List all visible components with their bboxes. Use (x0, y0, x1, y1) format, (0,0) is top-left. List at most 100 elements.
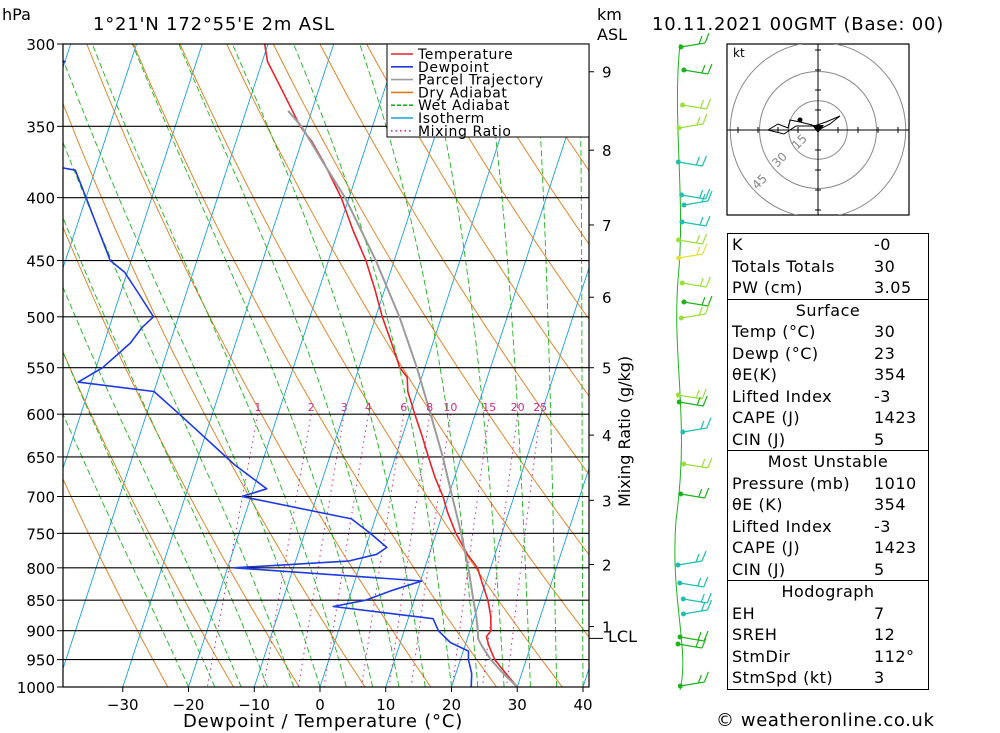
wind-barb-flag (704, 487, 710, 499)
wind-barb-flag (702, 113, 708, 125)
height-tick-label: 6 (602, 289, 612, 307)
wet-adiabat-line (424, 44, 505, 687)
index-section-title-text: Hodograph (728, 580, 928, 603)
mixing-ratio-label: 4 (365, 401, 372, 414)
mixing-ratio-label: 8 (426, 401, 433, 414)
mixing-ratio-label: 6 (400, 401, 407, 414)
dry-adiabat-line (63, 225, 300, 687)
index-value: 1423 (874, 538, 917, 558)
index-row: CIN (J) 5 (728, 429, 928, 451)
legend-entry: Dewpoint (418, 60, 489, 76)
wind-barb-flag (695, 156, 700, 166)
temperature-tick-label: −20 (173, 696, 205, 714)
mixing-ratio-label: 2 (308, 401, 315, 414)
wind-barb-flag (701, 64, 706, 74)
wind-barb-flag (699, 189, 704, 199)
wind-barb-shaft (683, 200, 709, 206)
wind-barb-shaft (680, 493, 705, 499)
height-unit-asl: ASL (597, 25, 627, 44)
wind-barb-flag (696, 246, 701, 256)
mixing-ratio-label: 3 (341, 401, 348, 414)
index-section-title: Hodograph (728, 580, 928, 603)
index-row: Dewp (°C) 23 (728, 343, 928, 365)
wind-barb-flag (695, 234, 701, 244)
wind-barb-flag (695, 389, 700, 399)
wind-barb-flag (704, 303, 710, 315)
index-label: StmDir (732, 646, 791, 666)
isotherm-line (0, 7, 17, 713)
axes: 1 2 3 4 6 8 10 15 20 2530035040045050055060065070… (17, 36, 612, 714)
pressure-tick-label: 1000 (17, 679, 55, 697)
pressure-tick-label: 350 (26, 118, 55, 136)
index-row: StmDir 112° (728, 646, 928, 668)
wind-barb-shaft (681, 221, 707, 227)
wind-barb-shaft (683, 69, 708, 75)
height-tick-label: 2 (602, 556, 612, 574)
wind-barb-flag (697, 631, 702, 641)
index-label: CIN (J) (732, 429, 786, 449)
index-value: -3 (874, 516, 891, 536)
index-row: θE (K) 354 (728, 494, 928, 516)
indices-table: K -0 Totals Totals 30 PW (cm) 3.05 Surface Temp… (727, 233, 929, 690)
wind-barb-flag (705, 98, 712, 110)
height-tick-label: 8 (602, 142, 612, 160)
isotherm-line (63, 44, 137, 270)
pressure-tick-label: 900 (26, 623, 55, 641)
height-tick-label: 3 (602, 492, 612, 510)
pressure-tick-label: 300 (26, 36, 55, 54)
height-tick-label: 4 (602, 427, 612, 445)
index-row: Lifted Index -3 (728, 516, 928, 538)
index-row: CIN (J) 5 (728, 559, 928, 581)
index-section-title: Most Unstable (728, 450, 928, 473)
pressure-tick-label: 950 (26, 652, 55, 670)
mixing-ratio-label: 25 (533, 401, 547, 414)
wind-barb-flag (695, 638, 700, 648)
isotherm-line (63, 44, 269, 671)
pressure-tick-label: 600 (26, 406, 55, 424)
wet-adiabat-line (63, 216, 268, 687)
index-label: CIN (J) (732, 559, 786, 579)
index-label: Lifted Index (732, 386, 833, 406)
wind-barb-shaft (678, 239, 703, 245)
wind-barb-shaft (678, 161, 703, 167)
wind-barb-shaft (678, 253, 703, 259)
profile-lines (63, 44, 589, 687)
wind-barb-flag (698, 306, 703, 316)
legend-entry: Dry Adiabat (418, 85, 508, 101)
index-row: SREH 12 (728, 624, 928, 646)
wet-adiabat-line (63, 286, 242, 687)
wind-barb-shaft (677, 560, 703, 566)
copyright: © weatheronline.co.uk (716, 710, 935, 731)
index-value: 30 (874, 256, 896, 276)
height-tick-label: 1 (602, 619, 612, 637)
temperature-tick-label: 30 (508, 696, 527, 714)
index-row: CAPE (J) 1423 (728, 407, 928, 429)
index-value: -0 (874, 235, 891, 255)
dry-adiabat-line (63, 102, 366, 687)
index-value: 354 (874, 365, 907, 385)
x-axis-title: Dewpoint / Temperature (°C) (183, 711, 463, 732)
wet-adiabat-line (231, 44, 426, 687)
wet-adiabat-line (131, 44, 374, 687)
index-label: Dewp (°C) (732, 343, 819, 363)
wind-barb-shaft (683, 598, 708, 604)
wet-adiabat-line (534, 44, 558, 687)
dry-adiabat-line (319, 44, 589, 476)
index-row: StmSpd (kt) 3 (728, 667, 928, 689)
wind-barb-flag (701, 193, 706, 203)
index-value: 5 (874, 429, 885, 449)
wind-profile-axis (674, 43, 684, 691)
plot-frame (62, 43, 590, 688)
height-unit-km: km (597, 5, 622, 24)
hodograph-surface-dot (797, 117, 803, 123)
wind-barb-flag (700, 602, 706, 612)
wind-barb-flag (707, 190, 713, 202)
wind-barb-flag (701, 388, 707, 400)
pressure-tick-label: 750 (26, 525, 55, 543)
pressure-tick-label: 450 (26, 253, 55, 271)
wind-barb-flag (705, 215, 711, 227)
legend-entry: Wet Adiabat (418, 98, 510, 114)
parcel-trajectory-profile (287, 110, 518, 687)
